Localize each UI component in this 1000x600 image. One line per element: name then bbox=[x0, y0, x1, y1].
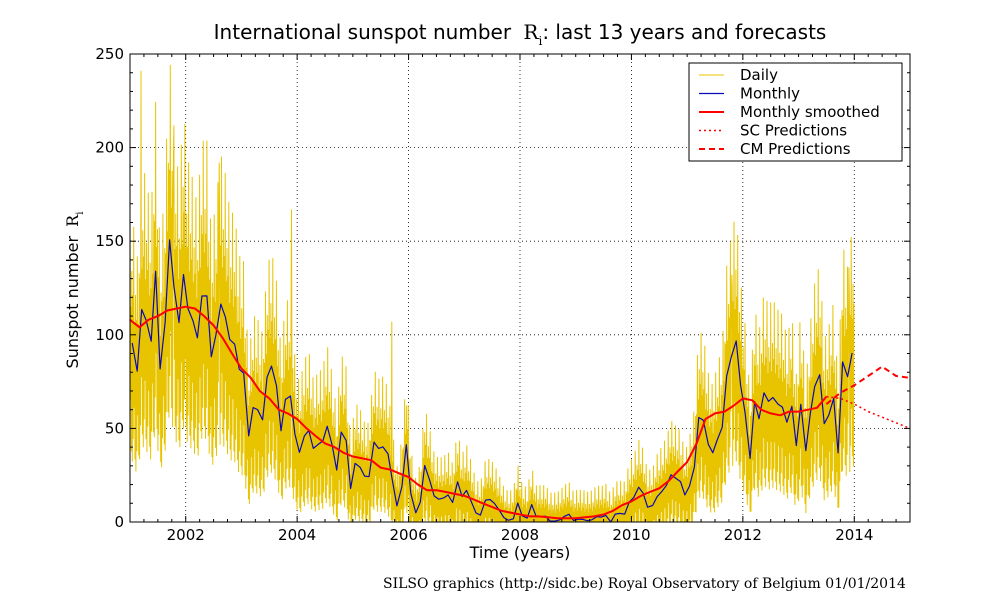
x-tick-label: 2010 bbox=[612, 526, 650, 544]
daily-line bbox=[130, 64, 855, 522]
y-axis-label: Sunspot number Ri bbox=[63, 212, 86, 369]
y-axis-label-subscript: i bbox=[75, 212, 86, 215]
y-tick-label: 50 bbox=[105, 419, 124, 437]
chart-title: International sunspot number Ri: last 13… bbox=[214, 20, 827, 48]
legend-box bbox=[688, 62, 903, 162]
y-tick-label: 150 bbox=[95, 232, 124, 250]
y-tick-label: 0 bbox=[114, 513, 124, 531]
x-tick-label: 2006 bbox=[389, 526, 427, 544]
chart-title-subscript: i bbox=[538, 34, 542, 48]
footer-credit: SILSO graphics (http://sidc.be) Royal Ob… bbox=[383, 576, 906, 592]
chart-title-main: International sunspot number bbox=[214, 20, 512, 44]
x-tick-label: 2008 bbox=[501, 526, 539, 544]
x-axis: 2002 2004 2006 2008 2010 2012 2014 bbox=[129, 54, 911, 544]
y-axis: 0 50 100 150 200 250 bbox=[95, 45, 910, 531]
cm-predictions-line bbox=[825, 365, 910, 405]
y-tick-label: 250 bbox=[95, 45, 124, 63]
monthly-line bbox=[131, 239, 853, 522]
y-tick-label: 100 bbox=[95, 326, 124, 344]
y-tick-label: 200 bbox=[95, 139, 124, 157]
x-tick-label: 2002 bbox=[167, 526, 205, 544]
smoothed-line bbox=[130, 305, 828, 520]
daily-series bbox=[130, 64, 855, 522]
x-tick-label: 2004 bbox=[278, 526, 316, 544]
chart-title-symbol: R bbox=[523, 20, 539, 44]
y-axis-label-main: Sunspot number bbox=[63, 235, 82, 368]
legend-sc-label: SC Predictions bbox=[740, 122, 847, 140]
x-axis-label: Time (years) bbox=[469, 543, 571, 562]
legend-monthly-label: Monthly bbox=[740, 85, 800, 103]
x-tick-label: 2014 bbox=[835, 526, 873, 544]
y-axis-label-symbol: R bbox=[63, 214, 82, 227]
x-tick-label: 2012 bbox=[724, 526, 762, 544]
chart-title-suffix: : last 13 years and forecasts bbox=[542, 20, 826, 44]
legend-cm-label: CM Predictions bbox=[740, 140, 851, 158]
series-lines bbox=[130, 239, 910, 522]
legend-daily-label: Daily bbox=[740, 66, 778, 84]
legend-smoothed-label: Monthly smoothed bbox=[740, 103, 880, 121]
